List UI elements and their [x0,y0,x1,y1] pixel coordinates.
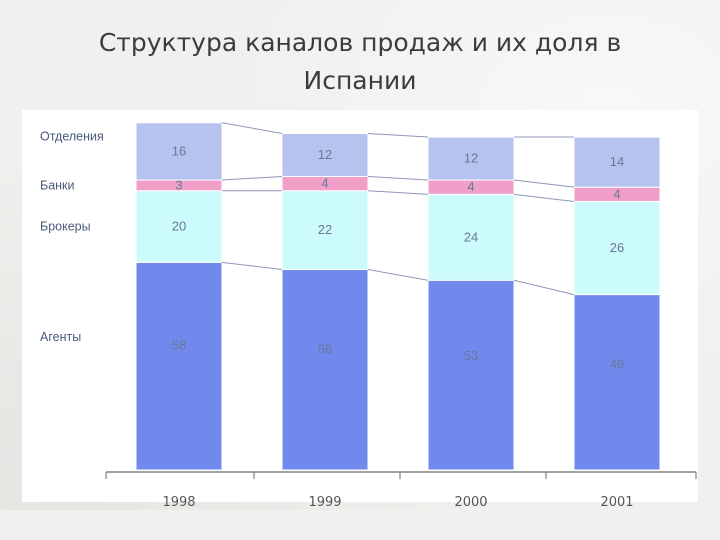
connector-line-Банки [513,179,575,188]
series-label-Отделения: Отделения [40,130,104,144]
data-label: 4 [613,186,620,201]
series-label-Банки: Банки [40,178,75,192]
x-tick-label-2001: 2001 [600,495,633,510]
connector-line-Банки [221,175,283,181]
data-label: 12 [318,147,332,162]
x-tick-label-1998: 1998 [162,495,195,510]
slide-title-line-2: Испании [303,66,417,95]
series-label-Агенты: Агенты [40,330,81,344]
data-label: 49 [610,357,624,372]
data-label: 16 [172,143,186,158]
bar-segment-Отделения-2000 [427,136,515,181]
bar-segment-Агенты-2000 [427,279,515,471]
bar-segment-Отделения-1999 [281,132,369,177]
data-label: 4 [321,176,328,191]
data-label: 26 [610,240,624,255]
bottom-crop [0,510,720,540]
connector-line-Агенты [367,269,429,281]
bar-segment-Агенты-1999 [281,269,369,471]
slide-title-line-1: Структура каналов продаж и их доля в [98,28,622,57]
data-label: 58 [172,337,186,352]
series-label-Брокеры: Брокеры [40,220,91,234]
data-label: 12 [464,151,478,166]
connector-line-Банки [367,175,429,181]
bar-segment-Агенты-1998 [135,261,223,471]
bar-segment-Отделения-1998 [135,122,223,181]
connector-line-Брокеры [367,190,429,195]
connector-line-Отделения [221,122,283,134]
connector-line-Агенты [513,279,575,296]
x-tick-label-2000: 2000 [454,495,487,510]
data-label: 53 [464,348,478,363]
connector-line-Отделения [367,132,429,138]
data-label: 24 [464,229,478,244]
data-label: 4 [467,179,474,194]
bar-segment-Агенты-2001 [573,294,661,471]
connector-line-Агенты [221,261,283,271]
slide-title: Структура каналов продаж и их доля в Исп… [0,24,720,100]
bar-segment-Отделения-2001 [573,136,661,188]
data-label: 22 [318,222,332,237]
data-label: 14 [610,154,624,169]
data-label: 20 [172,219,186,234]
data-label: 3 [175,177,182,192]
x-tick-label-1999: 1999 [308,495,341,510]
data-label: 56 [318,342,332,357]
bar-segment-Брокеры-1998 [135,190,223,263]
connector-line-Брокеры [513,193,575,202]
